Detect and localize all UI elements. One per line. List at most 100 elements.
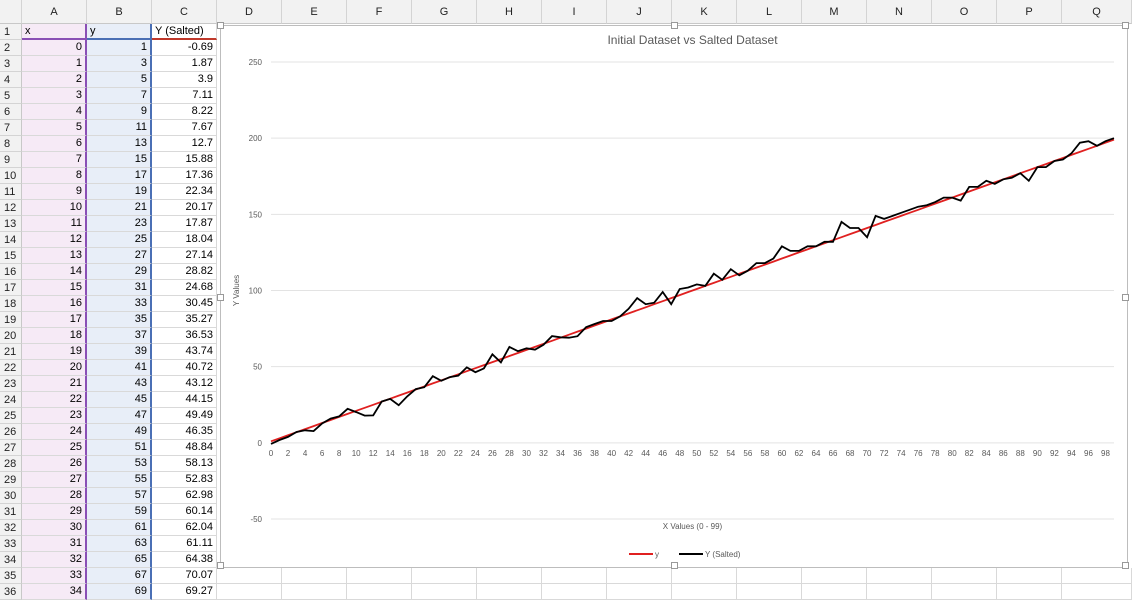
header-x[interactable]: x — [22, 24, 87, 40]
row-header-27[interactable]: 27 — [0, 440, 22, 456]
cell-y-salted[interactable]: 18.04 — [152, 232, 217, 248]
row-header-36[interactable]: 36 — [0, 584, 22, 600]
cell-x[interactable]: 21 — [22, 376, 87, 392]
cell-y-salted[interactable]: 70.07 — [152, 568, 217, 584]
cell-y[interactable]: 63 — [87, 536, 152, 552]
empty-cell[interactable] — [542, 584, 607, 600]
row-header-32[interactable]: 32 — [0, 520, 22, 536]
cell-y[interactable]: 13 — [87, 136, 152, 152]
column-header-h[interactable]: H — [477, 0, 542, 24]
row-header-24[interactable]: 24 — [0, 392, 22, 408]
cell-y[interactable]: 17 — [87, 168, 152, 184]
empty-cell[interactable] — [542, 568, 607, 584]
cell-y[interactable]: 37 — [87, 328, 152, 344]
column-header-q[interactable]: Q — [1062, 0, 1132, 24]
row-header-19[interactable]: 19 — [0, 312, 22, 328]
chart-area[interactable]: Initial Dataset vs Salted Dataset 250 200 1… — [217, 22, 1129, 569]
row-header-2[interactable]: 2 — [0, 40, 22, 56]
cell-y[interactable]: 5 — [87, 72, 152, 88]
cell-y[interactable]: 27 — [87, 248, 152, 264]
cell-y[interactable]: 3 — [87, 56, 152, 72]
row-header-23[interactable]: 23 — [0, 376, 22, 392]
header-y[interactable]: y — [87, 24, 152, 40]
chart-resize-handle[interactable] — [671, 562, 678, 569]
cell-x[interactable]: 10 — [22, 200, 87, 216]
empty-cell[interactable] — [1062, 584, 1132, 600]
cell-x[interactable]: 16 — [22, 296, 87, 312]
column-header-m[interactable]: M — [802, 0, 867, 24]
chart-resize-handle[interactable] — [217, 294, 224, 301]
cell-x[interactable]: 1 — [22, 56, 87, 72]
cell-y-salted[interactable]: 7.11 — [152, 88, 217, 104]
row-header-15[interactable]: 15 — [0, 248, 22, 264]
empty-cell[interactable] — [412, 568, 477, 584]
cell-y-salted[interactable]: 40.72 — [152, 360, 217, 376]
cell-y-salted[interactable]: 64.38 — [152, 552, 217, 568]
cell-x[interactable]: 13 — [22, 248, 87, 264]
row-header-12[interactable]: 12 — [0, 200, 22, 216]
cell-y-salted[interactable]: 24.68 — [152, 280, 217, 296]
cell-x[interactable]: 17 — [22, 312, 87, 328]
row-header-35[interactable]: 35 — [0, 568, 22, 584]
cell-y-salted[interactable]: 1.87 — [152, 56, 217, 72]
column-header-i[interactable]: I — [542, 0, 607, 24]
cell-y[interactable]: 67 — [87, 568, 152, 584]
empty-cell[interactable] — [997, 568, 1062, 584]
cell-y[interactable]: 25 — [87, 232, 152, 248]
cell-y-salted[interactable]: 58.13 — [152, 456, 217, 472]
cell-x[interactable]: 27 — [22, 472, 87, 488]
cell-y[interactable]: 39 — [87, 344, 152, 360]
cell-y-salted[interactable]: 62.98 — [152, 488, 217, 504]
cell-y[interactable]: 33 — [87, 296, 152, 312]
cell-x[interactable]: 8 — [22, 168, 87, 184]
empty-cell[interactable] — [997, 584, 1062, 600]
cell-y[interactable]: 35 — [87, 312, 152, 328]
cell-y-salted[interactable]: 22.34 — [152, 184, 217, 200]
cell-y-salted[interactable]: 17.36 — [152, 168, 217, 184]
row-header-7[interactable]: 7 — [0, 120, 22, 136]
cell-y-salted[interactable]: 15.88 — [152, 152, 217, 168]
empty-cell[interactable] — [347, 584, 412, 600]
cell-y[interactable]: 55 — [87, 472, 152, 488]
cell-y-salted[interactable]: 52.83 — [152, 472, 217, 488]
cell-x[interactable]: 34 — [22, 584, 87, 600]
cell-y-salted[interactable]: 61.11 — [152, 536, 217, 552]
row-header-11[interactable]: 11 — [0, 184, 22, 200]
cell-y[interactable]: 45 — [87, 392, 152, 408]
empty-cell[interactable] — [802, 584, 867, 600]
cell-y-salted[interactable]: 46.35 — [152, 424, 217, 440]
cell-x[interactable]: 18 — [22, 328, 87, 344]
header-y-salted[interactable]: Y (Salted) — [152, 24, 217, 40]
chart-resize-handle[interactable] — [1122, 294, 1129, 301]
empty-cell[interactable] — [932, 568, 997, 584]
row-header-22[interactable]: 22 — [0, 360, 22, 376]
column-header-o[interactable]: O — [932, 0, 997, 24]
chart-resize-handle[interactable] — [1122, 22, 1129, 29]
cell-y[interactable]: 69 — [87, 584, 152, 600]
cell-x[interactable]: 5 — [22, 120, 87, 136]
empty-cell[interactable] — [607, 584, 672, 600]
empty-cell[interactable] — [412, 584, 477, 600]
column-header-p[interactable]: P — [997, 0, 1062, 24]
column-header-a[interactable]: A — [22, 0, 87, 24]
cell-x[interactable]: 2 — [22, 72, 87, 88]
empty-cell[interactable] — [477, 568, 542, 584]
cell-x[interactable]: 7 — [22, 152, 87, 168]
cell-y-salted[interactable]: 60.14 — [152, 504, 217, 520]
cell-x[interactable]: 20 — [22, 360, 87, 376]
cell-y[interactable]: 31 — [87, 280, 152, 296]
cell-y[interactable]: 59 — [87, 504, 152, 520]
row-header-10[interactable]: 10 — [0, 168, 22, 184]
cell-x[interactable]: 32 — [22, 552, 87, 568]
cell-y[interactable]: 43 — [87, 376, 152, 392]
cell-y-salted[interactable]: 62.04 — [152, 520, 217, 536]
cell-y[interactable]: 1 — [87, 40, 152, 56]
cell-y[interactable]: 9 — [87, 104, 152, 120]
empty-cell[interactable] — [737, 568, 802, 584]
empty-cell[interactable] — [867, 568, 932, 584]
cell-y-salted[interactable]: 44.15 — [152, 392, 217, 408]
row-header-1[interactable]: 1 — [0, 24, 22, 40]
row-header-13[interactable]: 13 — [0, 216, 22, 232]
cell-x[interactable]: 19 — [22, 344, 87, 360]
